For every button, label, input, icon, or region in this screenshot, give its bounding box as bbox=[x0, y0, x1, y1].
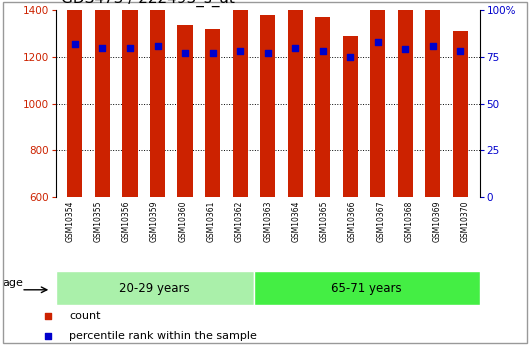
Text: GSM10364: GSM10364 bbox=[292, 200, 301, 242]
Bar bbox=[315, 17, 330, 197]
Text: GSM10356: GSM10356 bbox=[122, 200, 131, 242]
Text: GDS473 / 222493_s_at: GDS473 / 222493_s_at bbox=[61, 0, 235, 7]
Bar bbox=[233, 0, 248, 197]
Point bbox=[208, 50, 217, 56]
Point bbox=[263, 50, 272, 56]
Point bbox=[401, 47, 410, 52]
Point bbox=[346, 54, 355, 60]
Bar bbox=[178, 26, 192, 197]
Text: GSM10366: GSM10366 bbox=[348, 200, 357, 242]
Bar bbox=[56, 271, 253, 305]
Bar bbox=[398, 0, 413, 197]
Bar bbox=[122, 0, 138, 197]
Bar bbox=[453, 31, 468, 197]
Bar bbox=[425, 0, 440, 197]
Bar bbox=[288, 0, 303, 197]
Text: GSM10360: GSM10360 bbox=[179, 200, 187, 242]
Text: GSM10361: GSM10361 bbox=[207, 200, 216, 242]
Point bbox=[98, 45, 107, 50]
Text: age: age bbox=[3, 278, 24, 288]
Text: GSM10355: GSM10355 bbox=[94, 200, 102, 242]
Bar bbox=[253, 271, 480, 305]
Text: 65-71 years: 65-71 years bbox=[331, 282, 402, 295]
Point bbox=[429, 43, 437, 49]
Text: GSM10363: GSM10363 bbox=[263, 200, 272, 242]
Bar bbox=[370, 0, 385, 197]
Text: GSM10369: GSM10369 bbox=[433, 200, 441, 242]
Point bbox=[181, 50, 189, 56]
Text: 20-29 years: 20-29 years bbox=[119, 282, 190, 295]
Bar bbox=[95, 0, 110, 197]
Text: GSM10370: GSM10370 bbox=[461, 200, 470, 242]
Point bbox=[153, 43, 162, 49]
Point bbox=[126, 45, 134, 50]
Point bbox=[70, 41, 79, 47]
Bar bbox=[205, 29, 220, 197]
Bar bbox=[260, 16, 275, 197]
Point bbox=[291, 45, 299, 50]
Text: GSM10359: GSM10359 bbox=[150, 200, 159, 242]
Point bbox=[456, 49, 465, 54]
Bar bbox=[67, 0, 83, 197]
Text: GSM10362: GSM10362 bbox=[235, 200, 244, 242]
Text: GSM10365: GSM10365 bbox=[320, 200, 329, 242]
Text: GSM10354: GSM10354 bbox=[65, 200, 74, 242]
Text: percentile rank within the sample: percentile rank within the sample bbox=[69, 331, 257, 341]
Bar bbox=[150, 0, 165, 197]
Text: GSM10367: GSM10367 bbox=[376, 200, 385, 242]
Text: count: count bbox=[69, 312, 100, 322]
Point bbox=[374, 39, 382, 45]
Text: GSM10368: GSM10368 bbox=[404, 200, 413, 242]
Point bbox=[236, 49, 244, 54]
Point bbox=[319, 49, 327, 54]
Bar bbox=[343, 36, 358, 197]
